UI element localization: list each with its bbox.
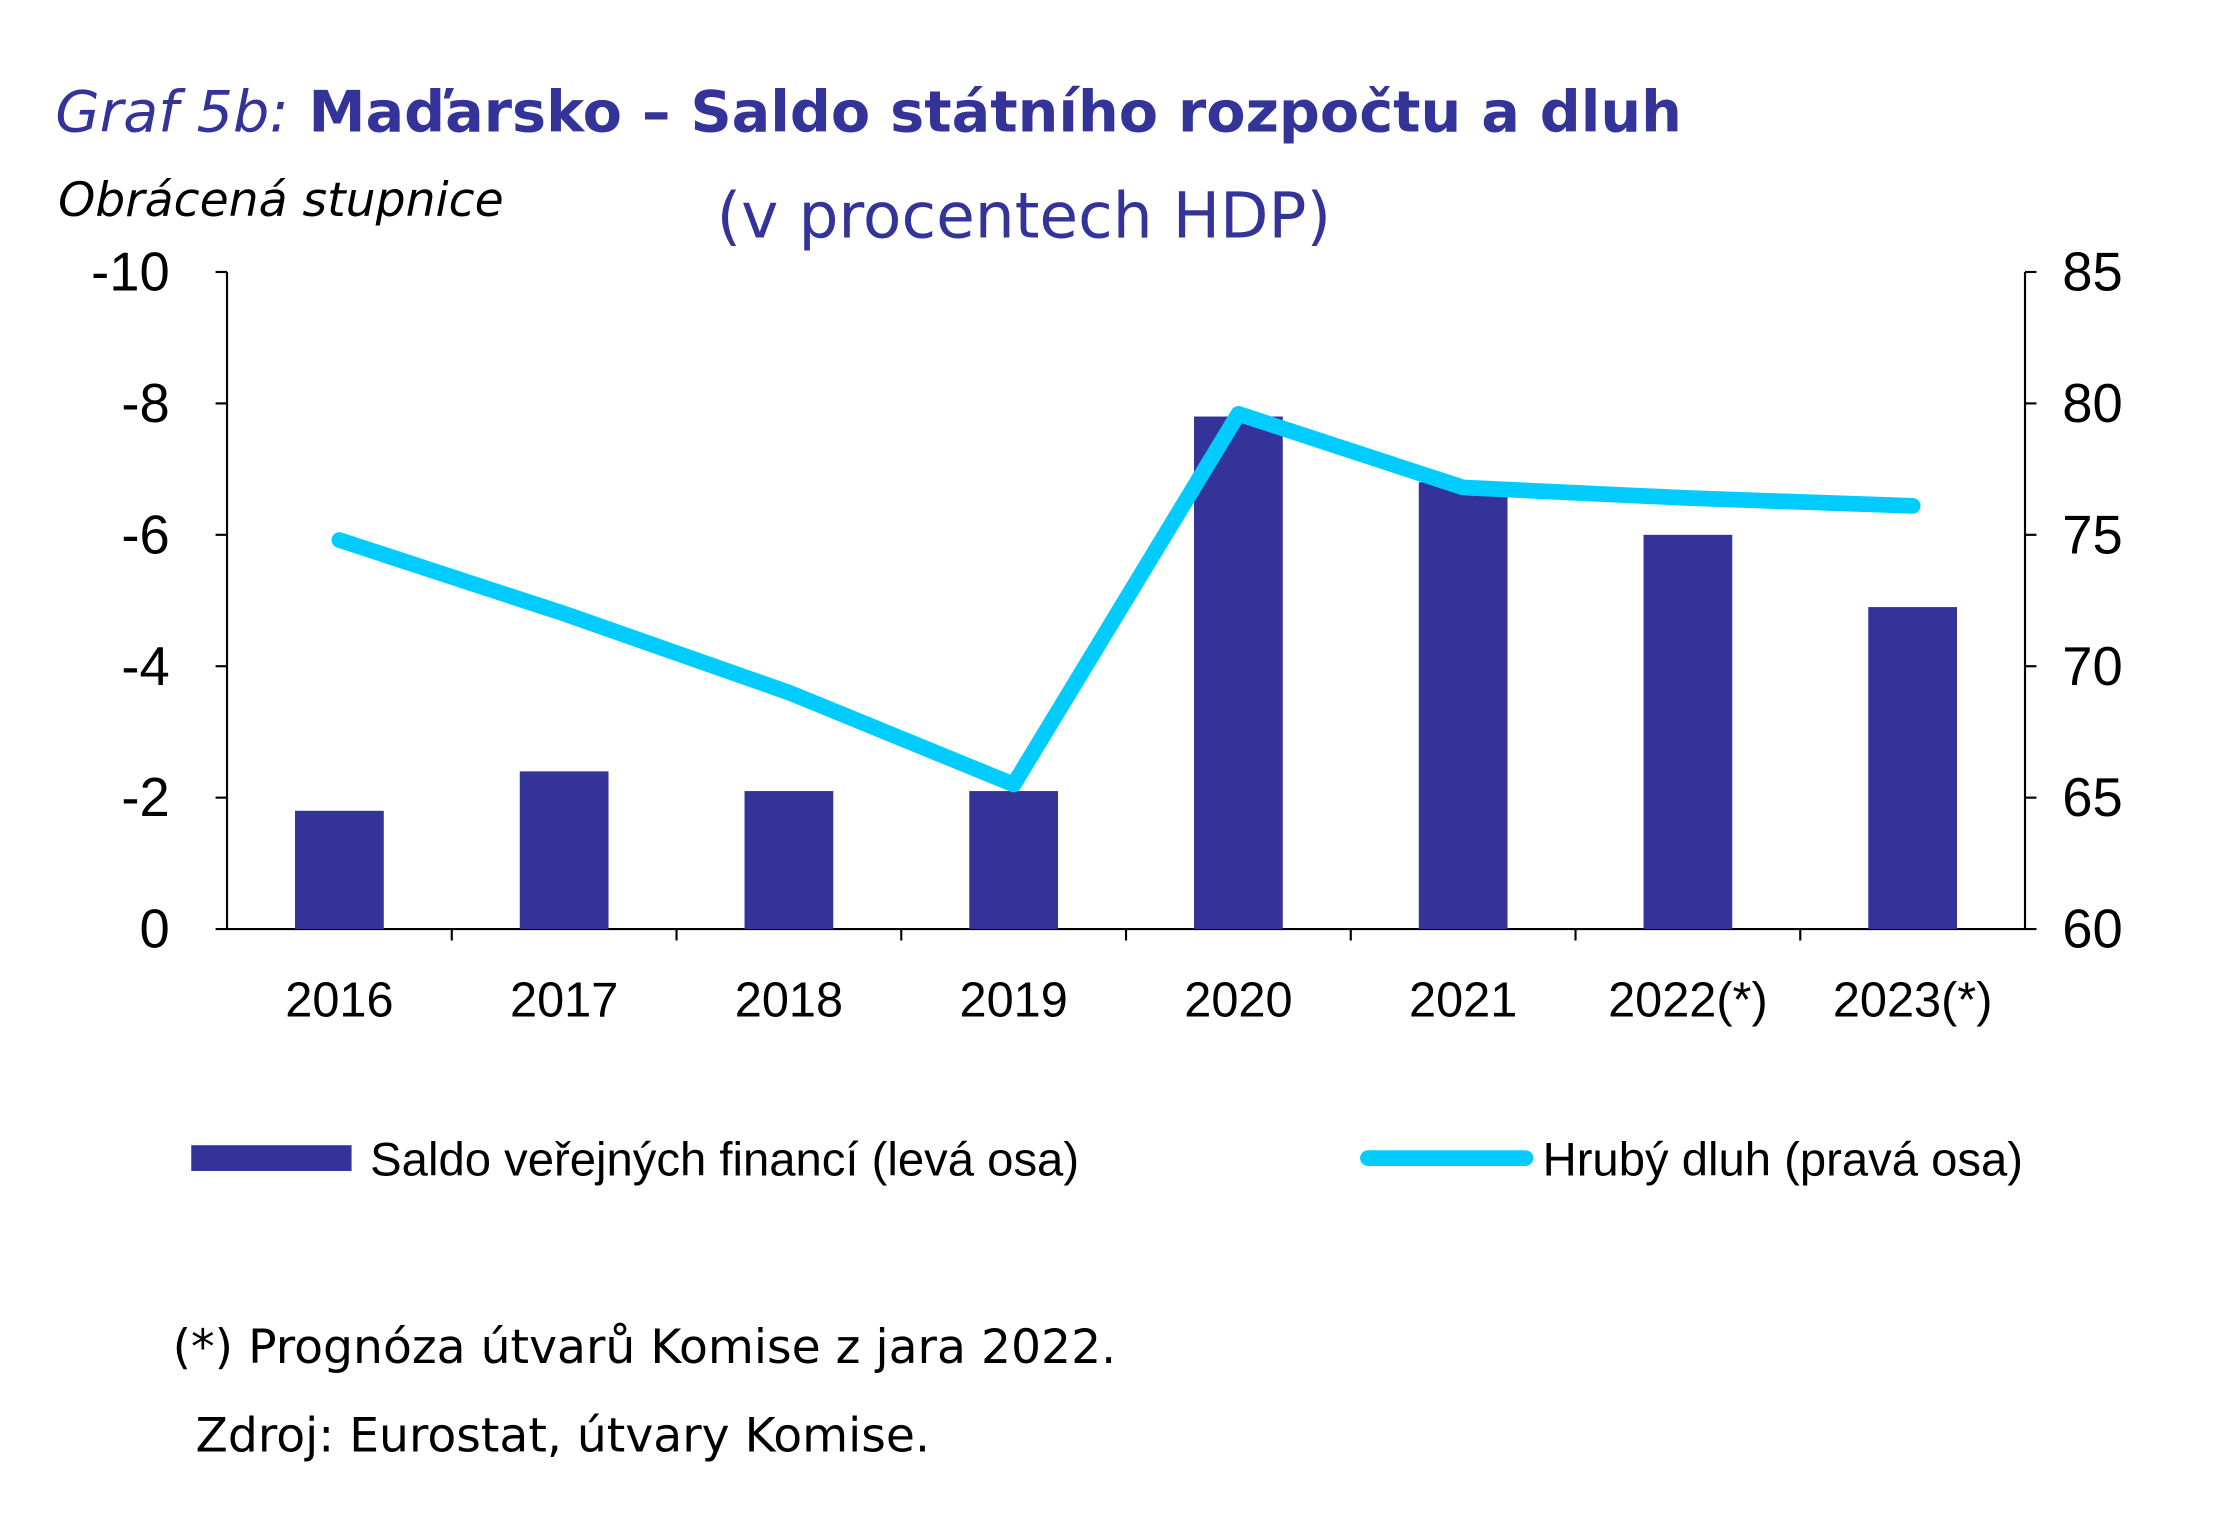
debt-line	[331, 406, 1921, 793]
right-tick-label: 60	[2062, 899, 2122, 960]
right-tick-label: 75	[2062, 504, 2122, 565]
legend-label-bar: Saldo veřejných financí (levá osa)	[370, 1133, 1079, 1186]
bar	[1194, 416, 1283, 930]
legend-label-line: Hrubý dluh (pravá osa)	[1543, 1133, 2023, 1186]
category-label: 2018	[735, 973, 843, 1027]
left-tick-label: -4	[121, 636, 169, 697]
footnote: (*) Prognóza útvarů Komise z jara 2022.	[173, 1320, 1117, 1375]
category-label: 2023(*)	[1833, 973, 1993, 1027]
left-tick-label: -10	[91, 242, 170, 303]
category-label: 2016	[285, 973, 393, 1027]
category-label: 2022(*)	[1608, 973, 1768, 1027]
bar-series	[295, 416, 1958, 930]
bar	[1643, 534, 1733, 930]
category-label: 2020	[1184, 973, 1292, 1027]
bar	[1418, 482, 1508, 930]
left-tick-label: -2	[121, 767, 169, 828]
right-tick-label: 70	[2062, 636, 2122, 697]
category-label: 2019	[960, 973, 1068, 1027]
chart-title: Graf 5b: Maďarsko – Saldo státního rozpo…	[55, 79, 1682, 146]
left-tick-label: -6	[121, 504, 169, 565]
axes: -10 -8 -6 -4 -2 0 85 80 75 70 65 60	[91, 242, 2123, 960]
line-series	[331, 406, 1921, 793]
right-tick-label: 65	[2062, 767, 2122, 828]
bar	[969, 791, 1059, 930]
right-tick-label: 80	[2062, 373, 2122, 434]
chart-subtitle: (v procentech HDP)	[717, 180, 1331, 253]
legend-swatch-bar	[191, 1145, 352, 1171]
bar	[519, 771, 609, 930]
category-label: 2017	[510, 973, 618, 1027]
legend: Saldo veřejných financí (levá osa) Hrubý…	[191, 1133, 2023, 1186]
bar	[295, 810, 384, 930]
left-tick-label: 0	[140, 899, 170, 960]
scale-note: Obrácená stupnice	[58, 173, 504, 228]
right-tick-label: 85	[2062, 242, 2122, 303]
bar	[1868, 607, 1958, 930]
left-tick-label: -8	[121, 373, 169, 434]
category-label: 2021	[1409, 973, 1517, 1027]
bar	[744, 791, 834, 930]
source-note: Zdroj: Eurostat, útvary Komise.	[196, 1409, 930, 1464]
category-labels: 2016 2017 2018 2019 2020 2021 2022(*) 2023(*)	[285, 973, 1992, 1027]
